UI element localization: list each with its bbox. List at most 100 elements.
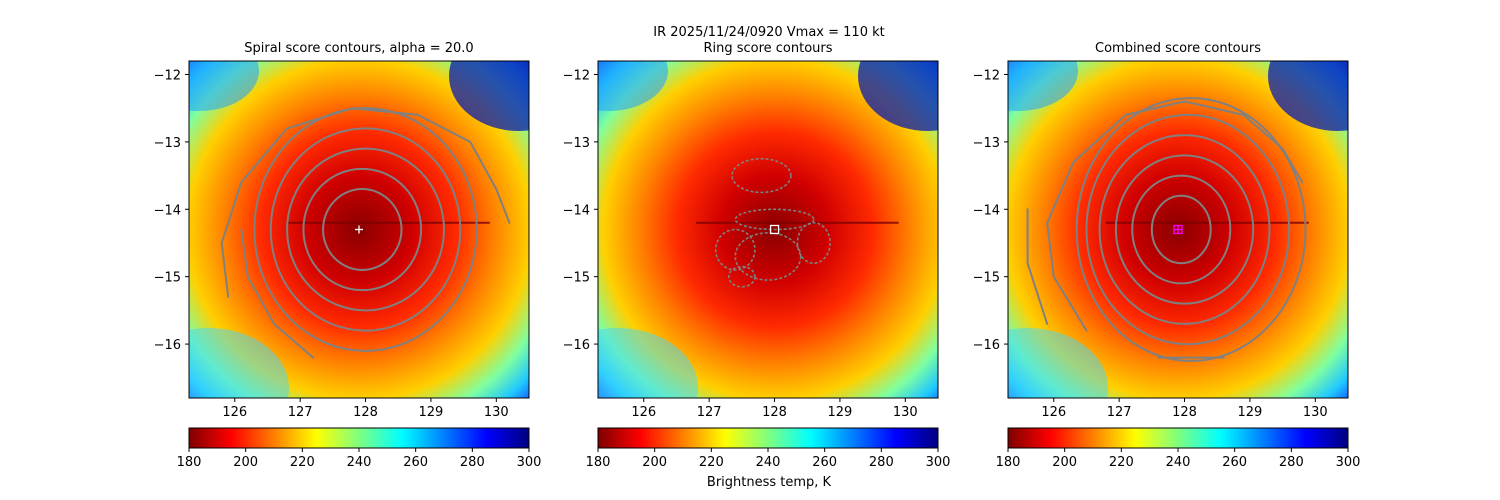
colorbar-tick-label: 280 [1279,455,1304,470]
colorbar: 180 200 220 240 260 280 300 [996,427,1361,470]
y-tick-label: −15 [154,271,181,286]
brightness-temp-image [1008,61,1348,398]
colorbar-tick-label: 240 [1166,455,1191,470]
y-tick-label: −14 [973,203,1000,218]
contour-ring [322,188,403,271]
cold-region-upper-right [1268,61,1348,131]
colorbar-tick-label: 260 [812,455,837,470]
y-tick-label: −15 [563,271,590,286]
contour-ring [1150,194,1212,265]
contour-blob [714,228,756,271]
x-tick-label: 127 [1107,405,1132,420]
y-tick-label: −13 [154,136,181,151]
cold-region-upper-right [858,61,938,131]
colorbar-tick-label: 300 [1336,455,1361,470]
region-upper-left [189,61,259,111]
figure-suptitle: IR 2025/11/24/0920 Vmax = 110 kt [653,25,884,40]
contour-ring [1098,134,1271,325]
region-lower-left [189,328,289,398]
colorbar-tick-label: 180 [586,455,611,470]
colorbar-tick-label: 280 [869,455,894,470]
colorbar-tick-label: 300 [926,455,951,470]
contour-blob [734,232,802,281]
x-tick-label: 127 [288,405,313,420]
contour-arc [1046,100,1304,332]
center-marker [1173,224,1183,235]
x-tick-label: 128 [353,405,378,420]
x-tick-label: 130 [893,405,918,420]
region-lower-left [598,328,698,398]
colorbar-tick-label: 220 [1109,455,1134,470]
y-tick-label: −14 [563,203,590,218]
axes-frame [597,60,939,399]
x-tick-label: 130 [1303,405,1328,420]
colorbar-tick-label: 240 [756,455,781,470]
center-marker [355,225,363,234]
contour-arc [1026,208,1049,325]
colorbar-tick-label: 180 [177,455,202,470]
panel-title: Ring score contours [703,41,832,56]
marker-square [1173,224,1183,235]
y-tick-label: −16 [973,338,1000,353]
x-tick-label: 126 [222,405,247,420]
panel-title: Spiral score contours, alpha = 20.0 [244,41,473,56]
contour-lines [1026,97,1307,362]
region-upper-left [598,61,668,111]
contour-blob [796,221,831,264]
y-tick-label: −14 [154,203,181,218]
y-tick-label: −16 [563,338,590,353]
y-tick-label: −15 [973,271,1000,286]
contour-lines [714,157,831,288]
y-tick-label: −12 [973,68,1000,83]
contour-blob [731,157,792,194]
x-tick-label: 129 [828,405,853,420]
contour-ring [253,107,478,352]
colorbar: 180 200 220 240 260 280 300 [177,427,541,470]
x-tick-label: 128 [1172,405,1197,420]
contour-arc [240,228,315,359]
axes-frame [1007,60,1349,399]
y-tick-label: −12 [154,68,181,83]
colorbar-tick-label: 200 [233,455,258,470]
x-tick-label: 126 [631,405,656,420]
colorbar-tick-label: 260 [403,455,428,470]
colorbar-label: Brightness temp, K [707,475,832,490]
contour-arc [220,107,511,298]
x-tick-label: 126 [1041,405,1066,420]
chart-panel-2: Ring score contours 126 127 128 129 130 −12 −13… [563,41,951,470]
marker-square [769,224,780,235]
brightness-temp-image [189,61,529,398]
region-lower-left [1008,328,1108,398]
x-tick-label: 128 [762,405,787,420]
contour-ring [1075,97,1307,362]
axes-frame [188,60,530,399]
contour-blob [727,265,756,288]
colorbar-gradient [1007,427,1349,449]
y-tick-label: −12 [563,68,590,83]
x-tick-label: 129 [1238,405,1263,420]
colorbar-tick-label: 180 [996,455,1021,470]
colorbar-tick-label: 220 [290,455,315,470]
colorbar-tick-label: 260 [1222,455,1247,470]
colorbar-tick-label: 200 [1052,455,1077,470]
contour-lines [220,107,511,359]
x-tick-label: 127 [697,405,722,420]
colorbar-tick-label: 240 [347,455,372,470]
colorbar-gradient [188,427,530,449]
y-tick-label: −13 [563,136,590,151]
colorbar-gradient [597,427,939,449]
brightness-temp-image [598,61,938,398]
contour-blob [734,208,815,231]
contour-ring [1131,174,1232,285]
colorbar-tick-label: 220 [699,455,724,470]
colorbar-tick-label: 200 [642,455,667,470]
contour-ring [269,127,462,332]
region-upper-left [1008,61,1078,111]
cold-region-upper-right [449,61,529,131]
contour-ring [1114,154,1255,305]
contour-ring [1085,113,1291,346]
chart-panel-1: Spiral score contours, alpha = 20.0 126 12… [154,41,542,470]
chart-panel-3: Combined score contours 126 127 128 129 130 −1… [973,41,1361,470]
y-tick-label: −16 [154,338,181,353]
